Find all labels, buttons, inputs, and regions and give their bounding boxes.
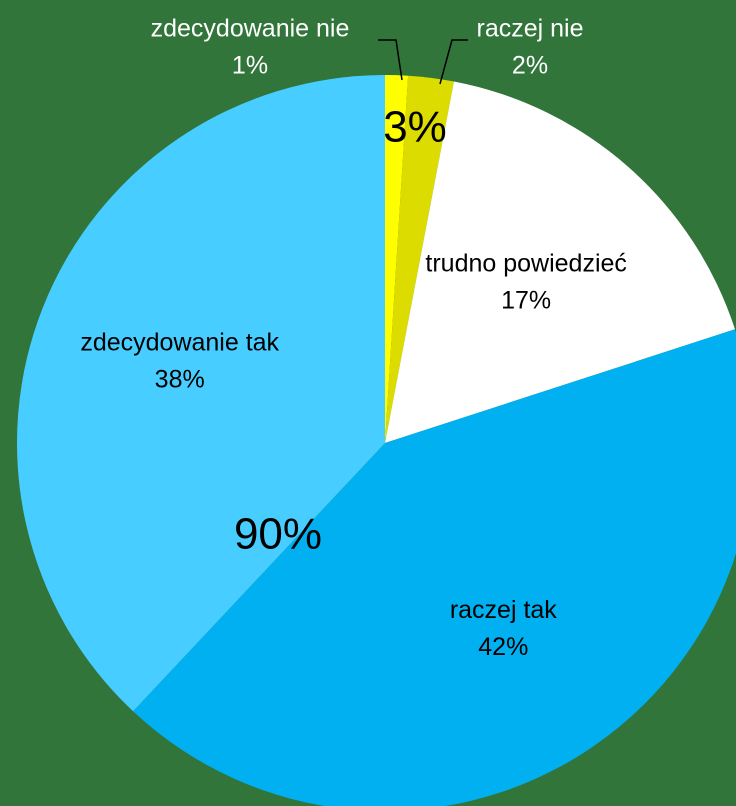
slice-name: raczej nie — [477, 15, 584, 43]
pie-slice — [133, 329, 736, 806]
pie — [17, 75, 736, 806]
pie-slice — [17, 75, 386, 712]
slice-value-label: 17% — [501, 287, 551, 315]
slice-value-label: 1% — [232, 52, 268, 80]
slice-value-label: 38% — [155, 365, 205, 393]
slice-name: zdecydowanie nie — [151, 15, 350, 43]
group-total: 90% — [234, 510, 322, 559]
leader-line — [439, 39, 468, 85]
pie-slice — [385, 75, 454, 443]
slice-name: zdecydowanie tak — [80, 328, 279, 356]
group-total: 3% — [383, 103, 447, 152]
pie-slice — [385, 75, 409, 443]
slice-name: raczej tak — [450, 596, 557, 624]
slice-value-label: 42% — [478, 633, 528, 661]
slice-value-label: 2% — [512, 52, 548, 80]
pie-slice — [385, 81, 735, 443]
slice-name: trudno powiedzieć — [425, 250, 627, 278]
leader-line — [378, 39, 403, 81]
labels: zdecydowanie nie 1% raczej nie 2% trudno pow… — [80, 15, 627, 661]
